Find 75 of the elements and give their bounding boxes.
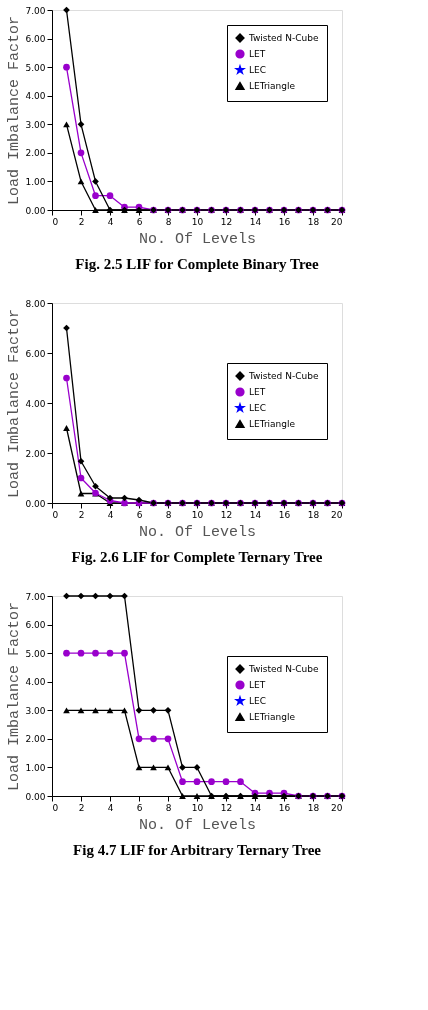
x-tick-label: 2 <box>78 509 85 520</box>
legend-label: Twisted N-Cube <box>248 33 319 43</box>
y-tick-label: 4.00 <box>25 398 46 409</box>
x-tick-label: 8 <box>165 216 172 227</box>
x-tick-label: 18 <box>307 802 320 813</box>
x-tick-label: 20 <box>331 509 343 520</box>
legend-label: Twisted N-Cube <box>248 371 319 381</box>
x-tick-label: 4 <box>107 802 114 813</box>
x-tick-label: 6 <box>136 216 143 227</box>
x-tick-label: 12 <box>220 216 233 227</box>
legend-label: LETriangle <box>249 712 296 722</box>
y-tick-label: 0.00 <box>25 791 46 802</box>
y-tick-label: 0.00 <box>25 205 46 216</box>
x-axis-title: No. Of Levels <box>138 523 257 541</box>
legend-label: LETriangle <box>249 81 296 91</box>
x-tick-label: 20 <box>331 216 343 227</box>
y-tick-label: 0.00 <box>25 498 46 509</box>
y-tick-label: 6.00 <box>25 348 46 359</box>
x-tick-label: 8 <box>165 802 172 813</box>
x-tick-label: 0 <box>52 509 59 520</box>
y-tick-label: 7.00 <box>25 591 46 602</box>
y-tick-label: 3.00 <box>25 705 46 716</box>
legend-label: Twisted N-Cube <box>248 664 319 674</box>
y-tick-label: 5.00 <box>25 648 46 659</box>
x-tick-label: 8 <box>165 509 172 520</box>
y-tick-label: 6.00 <box>25 34 46 45</box>
y-axis-title: Load Imbalance Factor <box>6 308 24 499</box>
y-tick-label: 3.00 <box>25 119 46 130</box>
x-tick-label: 18 <box>307 216 320 227</box>
legend-label: LET <box>249 680 266 690</box>
x-tick-label: 14 <box>249 509 262 520</box>
y-tick-label: 5.00 <box>25 62 46 73</box>
x-tick-label: 16 <box>278 509 291 520</box>
x-axis-title: No. Of Levels <box>138 816 257 834</box>
legend-label: LETriangle <box>249 419 296 429</box>
x-tick-label: 6 <box>136 802 143 813</box>
y-tick-label: 2.00 <box>25 148 46 159</box>
x-tick-label: 12 <box>220 802 233 813</box>
legend-label: LET <box>249 387 266 397</box>
x-tick-label: 14 <box>249 216 262 227</box>
x-tick-label: 6 <box>136 509 143 520</box>
y-axis-title: Load Imbalance Factor <box>6 601 24 792</box>
x-tick-label: 20 <box>331 802 343 813</box>
x-tick-label: 12 <box>220 509 233 520</box>
x-tick-label: 14 <box>249 802 262 813</box>
y-tick-label: 6.00 <box>25 620 46 631</box>
x-tick-label: 10 <box>191 216 204 227</box>
x-tick-label: 4 <box>107 216 114 227</box>
x-tick-label: 4 <box>107 509 114 520</box>
y-tick-label: 4.00 <box>25 91 46 102</box>
x-tick-label: 0 <box>52 802 59 813</box>
x-tick-label: 0 <box>52 216 59 227</box>
text: Fig. 2.6 LIF for Complete Ternary Tree <box>71 549 323 565</box>
x-tick-label: 2 <box>78 216 85 227</box>
x-tick-label: 10 <box>191 509 204 520</box>
legend-label: LEC <box>249 696 266 706</box>
x-tick-label: 18 <box>307 509 320 520</box>
y-tick-label: 2.00 <box>25 448 46 459</box>
legend-label: LET <box>249 49 266 59</box>
x-tick-label: 2 <box>78 802 85 813</box>
y-tick-label: 2.00 <box>25 734 46 745</box>
y-tick-label: 7.00 <box>25 5 46 16</box>
text: Fig 4.7 LIF for Arbitrary Ternary Tree <box>73 842 322 858</box>
legend-label: LEC <box>249 65 266 75</box>
x-tick-label: 10 <box>191 802 204 813</box>
text: Fig. 2.5 LIF for Complete Binary Tree <box>75 256 319 272</box>
y-axis-title: Load Imbalance Factor <box>6 15 24 206</box>
y-tick-label: 8.00 <box>25 298 46 309</box>
y-tick-label: 1.00 <box>25 176 46 187</box>
legend-label: LEC <box>249 403 266 413</box>
y-tick-label: 1.00 <box>25 762 46 773</box>
x-tick-label: 16 <box>278 802 291 813</box>
x-tick-label: 16 <box>278 216 291 227</box>
y-tick-label: 4.00 <box>25 677 46 688</box>
x-axis-title: No. Of Levels <box>138 230 257 248</box>
